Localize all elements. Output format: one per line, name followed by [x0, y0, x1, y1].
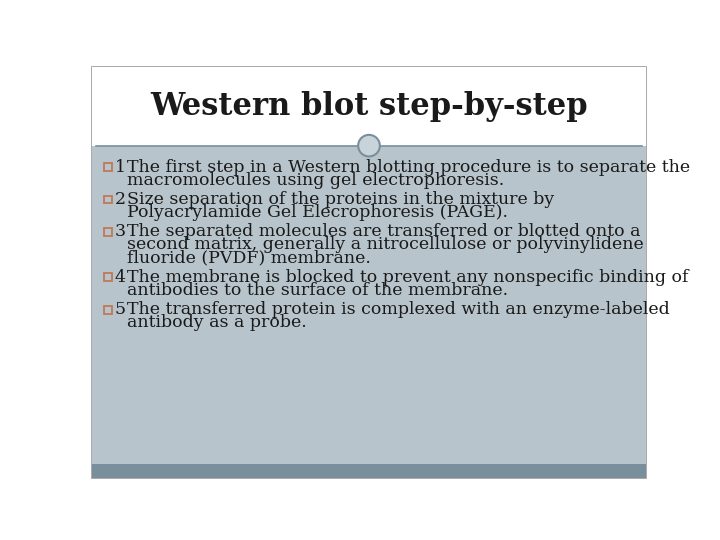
Bar — [104, 228, 112, 236]
Bar — [104, 164, 112, 171]
Bar — [104, 195, 112, 204]
Text: Size separation of the proteins in the mixture by: Size separation of the proteins in the m… — [127, 191, 554, 208]
Text: The transferred protein is complexed with an enzyme-labeled: The transferred protein is complexed wit… — [127, 301, 670, 318]
Bar — [92, 464, 646, 478]
Bar — [92, 146, 646, 464]
Text: antibodies to the surface of the membrane.: antibodies to the surface of the membran… — [127, 282, 508, 299]
Circle shape — [358, 135, 380, 157]
Bar — [104, 273, 112, 281]
Bar — [92, 67, 646, 146]
Text: 2: 2 — [114, 191, 126, 208]
Text: antibody as a probe.: antibody as a probe. — [127, 314, 307, 331]
Text: The first step in a Western blotting procedure is to separate the: The first step in a Western blotting pro… — [127, 159, 690, 176]
Text: Western blot step-by-step: Western blot step-by-step — [150, 91, 588, 122]
Text: fluoride (PVDF) membrane.: fluoride (PVDF) membrane. — [127, 249, 371, 267]
Bar — [104, 306, 112, 314]
FancyBboxPatch shape — [92, 67, 646, 478]
Text: The separated molecules are transferred or blotted onto a: The separated molecules are transferred … — [127, 224, 641, 240]
Text: 1: 1 — [114, 159, 126, 176]
Text: macromolecules using gel electrophoresis.: macromolecules using gel electrophoresis… — [127, 172, 505, 189]
Text: Polyacrylamide Gel Elecrophoresis (PAGE).: Polyacrylamide Gel Elecrophoresis (PAGE)… — [127, 204, 508, 221]
Text: second matrix, generally a nitrocellulose or polyvinylidene: second matrix, generally a nitrocellulos… — [127, 237, 644, 253]
Text: The membrane is blocked to prevent any nonspecific binding of: The membrane is blocked to prevent any n… — [127, 269, 689, 286]
Text: 4: 4 — [114, 269, 126, 286]
Text: 5: 5 — [114, 301, 126, 318]
Text: 3: 3 — [114, 224, 126, 240]
